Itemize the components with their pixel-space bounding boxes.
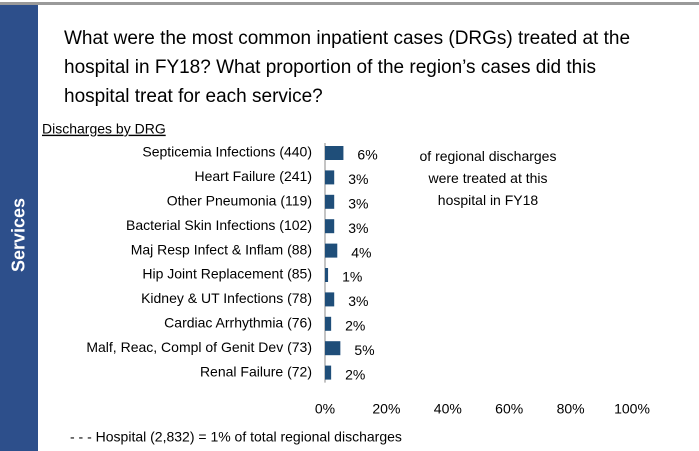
bar xyxy=(325,268,329,282)
y-tick-label: Heart Failure (241) xyxy=(195,168,313,184)
bar xyxy=(325,292,335,307)
value-label: 1% xyxy=(342,269,362,285)
x-tick-label: 40% xyxy=(434,401,462,417)
top-border xyxy=(0,2,699,5)
bar xyxy=(325,365,332,380)
bar xyxy=(325,316,332,331)
x-tick-label: 60% xyxy=(495,401,523,417)
bar xyxy=(325,194,335,209)
chart-title: What were the most common inpatient case… xyxy=(64,28,631,107)
x-tick-label: 100% xyxy=(614,401,650,417)
value-label: 4% xyxy=(351,244,371,260)
annotation: of regional discharges were treated at th… xyxy=(420,148,557,208)
chart-subtitle: Discharges by DRG xyxy=(42,121,166,137)
value-label: 3% xyxy=(348,171,368,187)
x-tick-label: 20% xyxy=(372,401,400,417)
y-tick-label: Septicemia Infections (440) xyxy=(142,144,312,160)
value-label: 3% xyxy=(348,220,368,236)
y-tick-label: Kidney & UT Infections (78) xyxy=(141,290,312,306)
sidebar: Services xyxy=(0,5,38,451)
footnote: - - - Hospital (2,832) = 1% of total reg… xyxy=(70,429,402,445)
value-label: 2% xyxy=(345,318,365,334)
bar xyxy=(325,243,338,258)
bar xyxy=(325,146,344,160)
y-tick-label: Cardiac Arrhythmia (76) xyxy=(164,315,312,331)
bar xyxy=(325,170,335,185)
x-tick-label: 80% xyxy=(557,401,585,417)
value-label: 5% xyxy=(354,342,374,358)
x-tick-label: 0% xyxy=(315,401,335,417)
bar xyxy=(325,341,341,356)
y-tick-label: Other Pneumonia (119) xyxy=(167,193,312,209)
value-label: 3% xyxy=(348,196,368,212)
value-label: 2% xyxy=(345,366,365,382)
y-tick-label: Bacterial Skin Infections (102) xyxy=(126,217,312,233)
value-label: 3% xyxy=(348,293,368,309)
y-tick-label: Maj Resp Infect & Inflam (88) xyxy=(131,241,312,257)
y-tick-label: Malf, Reac, Compl of Genit Dev (73) xyxy=(86,339,312,355)
y-tick-label: Hip Joint Replacement (85) xyxy=(142,266,312,282)
y-tick-label: Renal Failure (72) xyxy=(200,363,312,379)
bar xyxy=(325,219,335,234)
value-label: 6% xyxy=(357,147,377,163)
